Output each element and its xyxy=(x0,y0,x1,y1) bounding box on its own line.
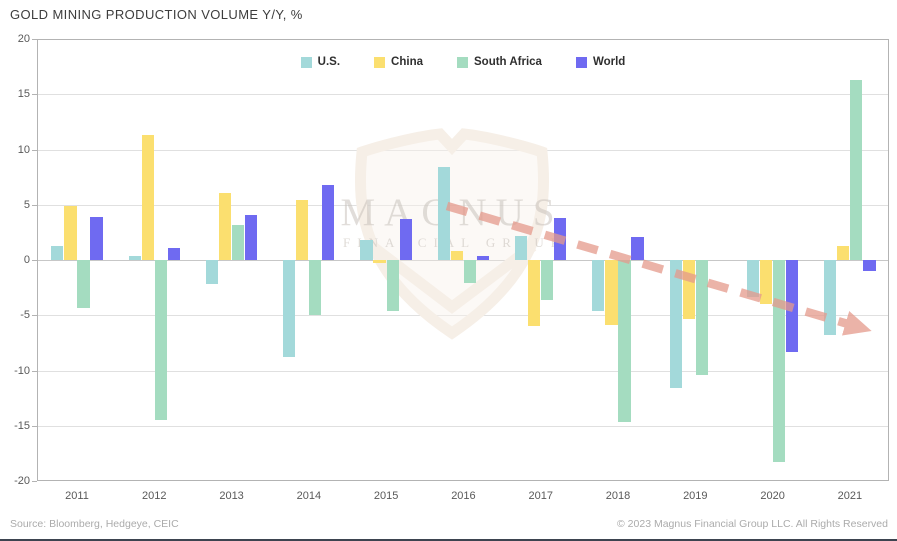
ytick-mark--5 xyxy=(32,315,37,317)
bar-world-2015 xyxy=(399,219,412,260)
bar-world-2012 xyxy=(167,247,180,260)
bar-world-2017 xyxy=(554,218,567,260)
legend-item-world: World xyxy=(575,56,626,68)
bar-china-2012 xyxy=(141,135,154,260)
ytick-mark-20 xyxy=(32,39,37,40)
legend-label: China xyxy=(391,56,423,68)
gridline-y5 xyxy=(38,204,888,206)
bar-u-s--2011 xyxy=(51,245,64,260)
gridline-y15 xyxy=(38,94,888,96)
bar-world-2016 xyxy=(476,255,490,260)
bar-u-s--2013 xyxy=(205,260,219,285)
xtick-label-2018: 2018 xyxy=(605,490,631,502)
bar-china-2016 xyxy=(450,251,463,260)
bar-south-africa-2016 xyxy=(463,260,477,284)
source-text: Source: Bloomberg, Hedgeye, CEIC xyxy=(10,518,179,530)
legend-swatch-icon xyxy=(457,56,468,68)
legend-swatch-icon xyxy=(575,56,587,68)
bar-south-africa-2013 xyxy=(231,224,245,260)
ytick-label-0: 0 xyxy=(23,254,30,266)
xtick-label-2014: 2014 xyxy=(296,490,322,502)
bar-south-africa-2019 xyxy=(695,260,708,375)
ytick-mark--10 xyxy=(32,370,37,372)
ytick-label-20: 20 xyxy=(17,33,30,45)
ytick-mark-15 xyxy=(32,94,37,96)
bar-u-s--2014 xyxy=(283,260,296,358)
ytick-mark--15 xyxy=(32,425,37,427)
legend-swatch-icon xyxy=(374,56,386,68)
xtick-label-2013: 2013 xyxy=(219,490,244,502)
bar-china-2013 xyxy=(218,192,232,260)
bar-south-africa-2021 xyxy=(850,79,863,260)
legend: U.S. China South Africa World xyxy=(37,56,889,68)
bar-south-africa-2012 xyxy=(154,260,167,421)
xtick-label-2016: 2016 xyxy=(451,490,476,502)
bar-world-2021 xyxy=(863,260,876,272)
legend-label: South Africa xyxy=(474,56,542,68)
bar-china-2018 xyxy=(605,260,618,326)
bar-china-2017 xyxy=(528,260,541,327)
bar-world-2013 xyxy=(244,214,258,260)
bar-world-2018 xyxy=(631,236,644,260)
ytick-mark--20 xyxy=(32,481,37,482)
xtick-label-2017: 2017 xyxy=(528,490,553,502)
window-bottom-edge xyxy=(0,539,897,541)
bar-u-s--2012 xyxy=(128,255,141,260)
xtick-label-2020: 2020 xyxy=(760,490,785,502)
copyright-text: © 2023 Magnus Financial Group LLC. All R… xyxy=(617,518,888,530)
bar-u-s--2021 xyxy=(824,260,837,336)
bar-china-2011 xyxy=(64,205,77,260)
xtick-label-2015: 2015 xyxy=(373,490,399,502)
xtick-label-2011: 2011 xyxy=(65,490,89,502)
bar-south-africa-2017 xyxy=(541,260,554,300)
bar-u-s--2016 xyxy=(437,167,450,260)
bar-china-2015 xyxy=(373,260,386,264)
xtick-label-2021: 2021 xyxy=(837,490,863,502)
bar-china-2020 xyxy=(759,260,773,305)
legend-item-china: China xyxy=(374,56,423,68)
bar-world-2011 xyxy=(90,216,103,260)
bar-china-2014 xyxy=(296,200,309,260)
bar-south-africa-2014 xyxy=(309,260,322,316)
bar-u-s--2015 xyxy=(360,240,373,260)
bar-south-africa-2018 xyxy=(618,260,631,423)
legend-item-u-s-: U.S. xyxy=(300,56,341,68)
legend-swatch-icon xyxy=(300,56,312,68)
gridline-y10 xyxy=(38,149,888,151)
bar-south-africa-2020 xyxy=(772,260,786,463)
bar-u-s--2018 xyxy=(592,260,605,311)
chart-title: GOLD MINING PRODUCTION VOLUME Y/Y, % xyxy=(10,7,303,22)
ytick-label-5: 5 xyxy=(23,198,30,211)
bar-china-2019 xyxy=(682,260,695,319)
ytick-label--20: -20 xyxy=(14,475,30,487)
bar-world-2014 xyxy=(322,184,335,260)
legend-label: World xyxy=(592,56,626,68)
bar-u-s--2020 xyxy=(746,260,760,297)
legend-label: U.S. xyxy=(317,56,341,68)
bar-south-africa-2015 xyxy=(386,260,399,311)
gridline-y-10 xyxy=(38,370,888,372)
ytick-label--5: -5 xyxy=(20,309,30,322)
ytick-mark-10 xyxy=(32,149,37,151)
ytick-label-10: 10 xyxy=(17,143,30,156)
xtick-label-2019: 2019 xyxy=(683,490,708,502)
bar-china-2021 xyxy=(837,245,850,260)
bar-south-africa-2011 xyxy=(77,260,90,308)
ytick-label--15: -15 xyxy=(14,419,30,432)
bar-world-2020 xyxy=(786,260,799,352)
bar-u-s--2019 xyxy=(669,260,682,389)
xtick-label-2012: 2012 xyxy=(142,490,167,502)
bar-u-s--2017 xyxy=(514,235,528,260)
legend-item-south-africa: South Africa xyxy=(457,56,542,68)
ytick-label-15: 15 xyxy=(17,88,30,101)
ytick-label--10: -10 xyxy=(14,364,30,377)
ytick-mark-0 xyxy=(32,260,37,261)
ytick-mark-5 xyxy=(32,204,37,206)
gridline-y-15 xyxy=(38,425,888,427)
